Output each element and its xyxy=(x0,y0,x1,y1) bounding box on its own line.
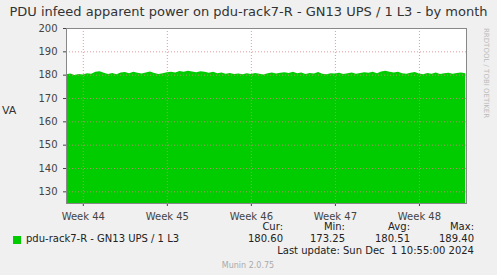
svg-text:130: 130 xyxy=(38,186,57,197)
html-text:Min:: Min: xyxy=(323,221,345,232)
html-text:180.51: 180.51 xyxy=(375,233,410,244)
html-text:189.40: 189.40 xyxy=(439,233,474,244)
html-text:173.25: 173.25 xyxy=(310,233,345,244)
html-text:Last update: Sun Dec 1 10:55:0: Last update: Sun Dec 1 10:55:00 2024 xyxy=(277,245,474,256)
svg-text:170: 170 xyxy=(38,93,57,104)
html-text:pdu-rack7-R - GN13 UPS / 1 L3: pdu-rack7-R - GN13 UPS / 1 L3 xyxy=(26,233,180,244)
html-text:Munin 2.0.75: Munin 2.0.75 xyxy=(221,261,275,270)
svg-text:190: 190 xyxy=(38,46,57,57)
svg-text:Week 46: Week 46 xyxy=(230,211,273,222)
svg-text:Week 48: Week 48 xyxy=(398,211,441,222)
html-text:Avg:: Avg: xyxy=(388,221,410,232)
html-text:VA: VA xyxy=(2,104,17,117)
html-text:PDU infeed apparent power on p: PDU infeed apparent power on pdu-rack7-R… xyxy=(9,4,488,19)
html-text:180.60: 180.60 xyxy=(248,233,283,244)
svg-text:180: 180 xyxy=(38,69,57,80)
svg-text:Week 47: Week 47 xyxy=(314,211,357,222)
svg-text:Week 45: Week 45 xyxy=(146,211,189,222)
svg-text:160: 160 xyxy=(38,116,57,127)
html-text:Max:: Max: xyxy=(450,221,474,232)
svg-text:200: 200 xyxy=(38,23,57,34)
svg-text:150: 150 xyxy=(38,139,57,150)
html-text:RRDTOOL / TOBI OETIKER: RRDTOOL / TOBI OETIKER xyxy=(482,28,490,119)
svg-text:Week 44: Week 44 xyxy=(62,211,105,222)
html-text:Cur:: Cur: xyxy=(262,221,283,232)
svg-text:140: 140 xyxy=(38,163,57,174)
